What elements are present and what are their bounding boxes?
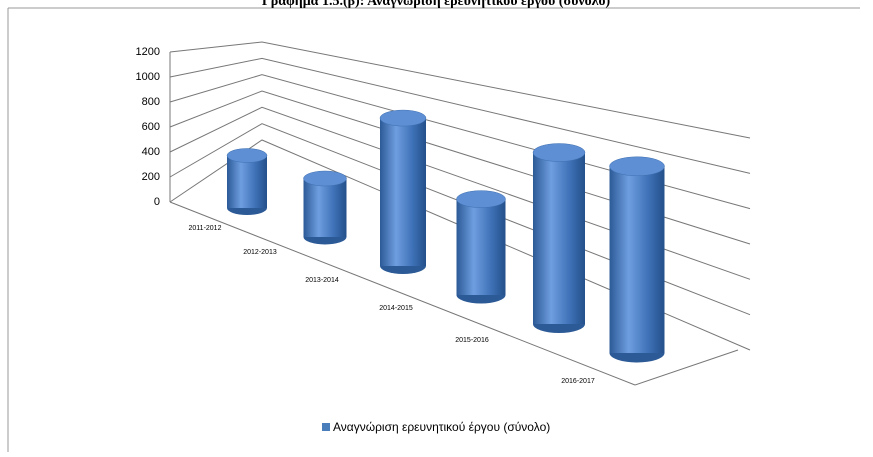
- bar-body: [456, 199, 506, 295]
- bar-top: [226, 148, 268, 163]
- grid-line: [169, 41, 751, 139]
- bar-body: [609, 166, 665, 353]
- legend-label: Αναγνώριση ερευνητικού έργου (σύνολο): [333, 420, 550, 434]
- floor-edge: [169, 201, 636, 386]
- grid-line: [169, 123, 751, 316]
- bar-body: [533, 152, 585, 324]
- y-tick-label: 0: [154, 196, 160, 208]
- floor-edge: [634, 349, 739, 386]
- grid-line: [169, 90, 751, 245]
- y-tick-label: 1000: [136, 71, 160, 83]
- bar: [609, 156, 665, 363]
- bar: [303, 170, 347, 245]
- x-tick-label: 2015-2016: [455, 337, 489, 344]
- bar-top: [379, 109, 427, 127]
- bar: [379, 109, 427, 274]
- bar-body: [227, 155, 267, 208]
- y-tick-label: 600: [142, 121, 160, 133]
- bar-top: [456, 190, 506, 208]
- y-tick-label: 1200: [136, 46, 160, 58]
- bar-top: [303, 170, 347, 187]
- x-tick-label: 2016-2017: [561, 378, 595, 385]
- bar-body: [303, 178, 347, 237]
- bar-top: [532, 143, 586, 162]
- y-tick-label: 800: [142, 96, 160, 108]
- bar: [532, 143, 586, 333]
- y-tick-label: 200: [142, 171, 160, 183]
- x-tick-label: 2013-2014: [305, 277, 339, 284]
- grid-line: [169, 106, 751, 280]
- x-tick-label: 2014-2015: [379, 305, 413, 312]
- grid-line: [169, 139, 751, 351]
- x-tick-label: 2012-2013: [243, 249, 277, 256]
- grid-line: [169, 57, 751, 174]
- bar-top: [609, 156, 665, 177]
- bar: [456, 190, 506, 304]
- bar-body: [380, 118, 426, 266]
- grid-line: [169, 74, 751, 210]
- x-tick-label: 2011-2012: [189, 225, 222, 232]
- y-tick-label: 400: [142, 146, 160, 158]
- legend-swatch: [322, 423, 330, 431]
- bar: [226, 148, 268, 215]
- chart-title: Γράφημα 1.5.(β): Αναγνώριση ερευνητικού …: [262, 0, 611, 9]
